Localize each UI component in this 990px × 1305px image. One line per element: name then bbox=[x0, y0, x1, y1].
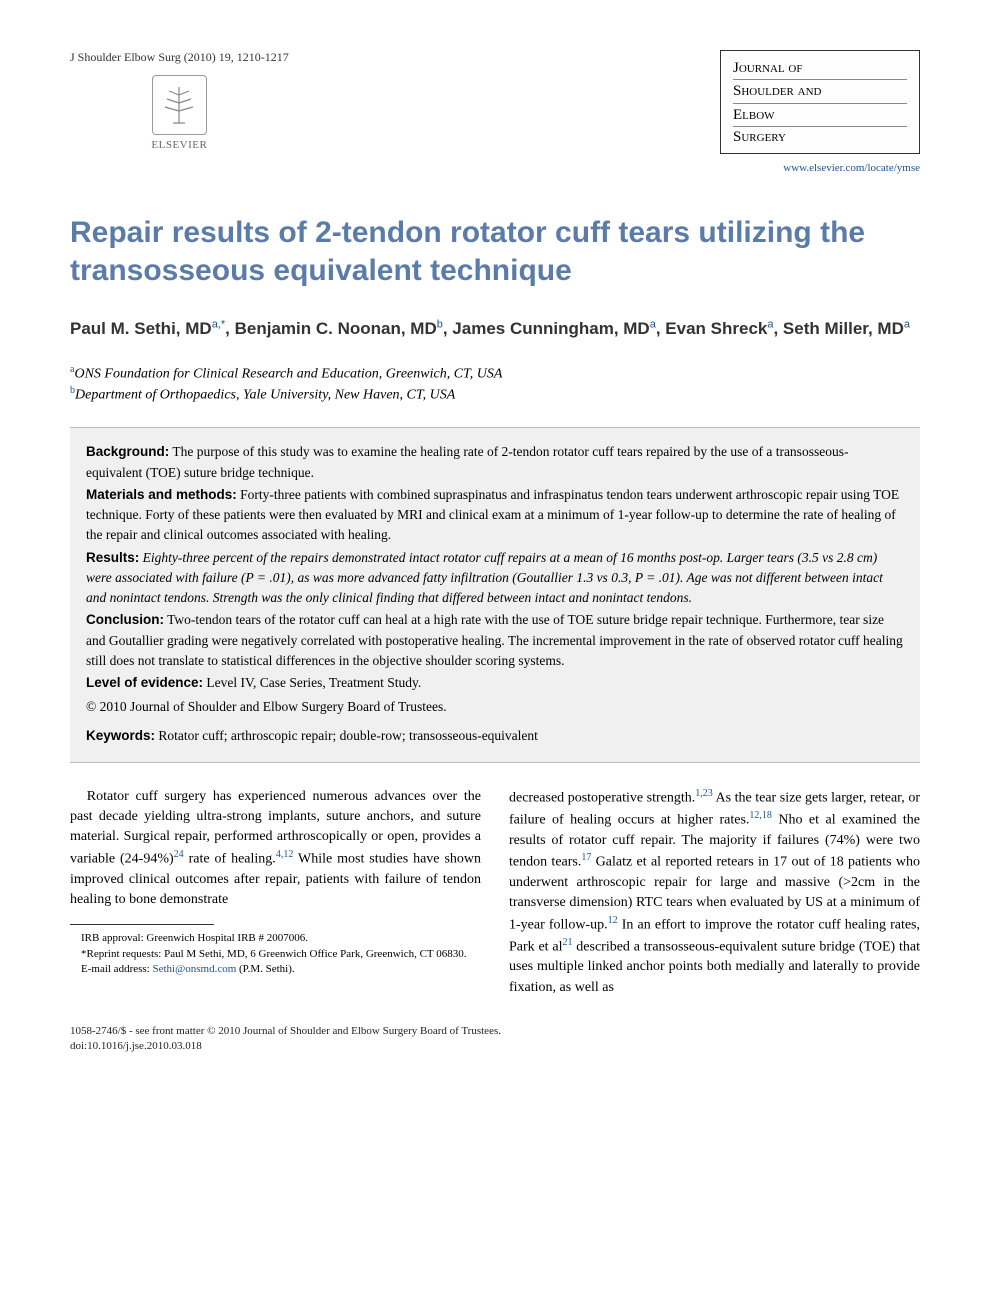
citation-ref-12-18[interactable]: 12,18 bbox=[749, 810, 772, 821]
journal-line-1: Journal of bbox=[733, 57, 907, 80]
body-column-right: decreased postoperative strength.1,23 As… bbox=[509, 787, 920, 998]
abstract-methods: Materials and methods: Forty-three patie… bbox=[86, 485, 904, 546]
publisher-name: ELSEVIER bbox=[151, 139, 207, 151]
affiliation-a: aONS Foundation for Clinical Research an… bbox=[70, 363, 920, 384]
author-list: Paul M. Sethi, MDa,*, Benjamin C. Noonan… bbox=[70, 317, 920, 341]
keywords-label: Keywords: bbox=[86, 728, 155, 743]
email-label: E-mail address: bbox=[81, 963, 152, 975]
footer-copyright: 1058-2746/$ - see front matter © 2010 Jo… bbox=[70, 1024, 920, 1039]
conclusion-label: Conclusion: bbox=[86, 612, 164, 627]
citation-ref-1-23[interactable]: 1,23 bbox=[695, 788, 713, 799]
journal-title-block: Journal of Shoulder and Elbow Surgery bbox=[720, 50, 920, 154]
citation-ref-21[interactable]: 21 bbox=[562, 937, 572, 948]
background-text: The purpose of this study was to examine… bbox=[86, 444, 848, 479]
journal-url[interactable]: www.elsevier.com/locate/ymse bbox=[783, 162, 920, 174]
header-left: J Shoulder Elbow Surg (2010) 19, 1210-12… bbox=[70, 50, 289, 151]
header-right: Journal of Shoulder and Elbow Surgery ww… bbox=[720, 50, 920, 174]
abstract-copyright: © 2010 Journal of Shoulder and Elbow Sur… bbox=[86, 697, 904, 717]
background-label: Background: bbox=[86, 444, 169, 459]
body-para-1: Rotator cuff surgery has experienced num… bbox=[70, 787, 481, 910]
methods-label: Materials and methods: bbox=[86, 487, 237, 502]
evidence-text: Level IV, Case Series, Treatment Study. bbox=[203, 675, 421, 690]
footnote-email: E-mail address: Sethi@onsmd.com (P.M. Se… bbox=[70, 962, 481, 977]
abstract-evidence: Level of evidence: Level IV, Case Series… bbox=[86, 673, 904, 693]
affiliation-b: bDepartment of Orthopaedics, Yale Univer… bbox=[70, 384, 920, 405]
citation-text: J Shoulder Elbow Surg (2010) 19, 1210-12… bbox=[70, 50, 289, 65]
corresponding-email-link[interactable]: Sethi@onsmd.com bbox=[152, 963, 236, 975]
keywords-text: Rotator cuff; arthroscopic repair; doubl… bbox=[155, 728, 538, 743]
results-label: Results: bbox=[86, 550, 139, 565]
body-span: rate of healing. bbox=[184, 851, 276, 866]
email-suffix: (P.M. Sethi). bbox=[236, 963, 294, 975]
page-header: J Shoulder Elbow Surg (2010) 19, 1210-12… bbox=[70, 50, 920, 174]
page-footer: 1058-2746/$ - see front matter © 2010 Jo… bbox=[70, 1024, 920, 1055]
abstract-conclusion: Conclusion: Two-tendon tears of the rota… bbox=[86, 610, 904, 671]
journal-line-2: Shoulder and bbox=[733, 80, 907, 103]
article-title: Repair results of 2-tendon rotator cuff … bbox=[70, 214, 920, 289]
tree-icon bbox=[159, 83, 199, 127]
citation-ref-24[interactable]: 24 bbox=[174, 849, 184, 860]
abstract-background: Background: The purpose of this study wa… bbox=[86, 442, 904, 483]
citation-ref-12b[interactable]: 12 bbox=[608, 915, 618, 926]
body-para-2: decreased postoperative strength.1,23 As… bbox=[509, 787, 920, 998]
body-column-left: Rotator cuff surgery has experienced num… bbox=[70, 787, 481, 998]
results-text: Eighty-three percent of the repairs demo… bbox=[86, 550, 883, 606]
body-span: decreased postoperative strength. bbox=[509, 790, 695, 805]
publisher-logo: ELSEVIER bbox=[70, 75, 289, 151]
body-text: Rotator cuff surgery has experienced num… bbox=[70, 787, 920, 998]
abstract-box: Background: The purpose of this study wa… bbox=[70, 427, 920, 763]
affiliations: aONS Foundation for Clinical Research an… bbox=[70, 363, 920, 406]
journal-line-3: Elbow bbox=[733, 104, 907, 127]
abstract-keywords: Keywords: Rotator cuff; arthroscopic rep… bbox=[86, 726, 904, 746]
affil-text-a: ONS Foundation for Clinical Research and… bbox=[74, 366, 502, 381]
citation-ref-17[interactable]: 17 bbox=[581, 852, 591, 863]
footer-doi: doi:10.1016/j.jse.2010.03.018 bbox=[70, 1039, 920, 1054]
conclusion-text: Two-tendon tears of the rotator cuff can… bbox=[86, 612, 903, 668]
abstract-results: Results: Eighty-three percent of the rep… bbox=[86, 548, 904, 609]
evidence-label: Level of evidence: bbox=[86, 675, 203, 690]
footnote-rule bbox=[70, 924, 214, 925]
journal-line-4: Surgery bbox=[733, 127, 907, 147]
footnote-reprint: *Reprint requests: Paul M Sethi, MD, 6 G… bbox=[70, 947, 481, 962]
footnote-irb: IRB approval: Greenwich Hospital IRB # 2… bbox=[70, 931, 481, 946]
footnotes: IRB approval: Greenwich Hospital IRB # 2… bbox=[70, 931, 481, 977]
elsevier-tree-icon bbox=[152, 75, 207, 135]
citation-ref-4-12[interactable]: 4,12 bbox=[276, 849, 294, 860]
affil-text-b: Department of Orthopaedics, Yale Univers… bbox=[75, 388, 455, 403]
